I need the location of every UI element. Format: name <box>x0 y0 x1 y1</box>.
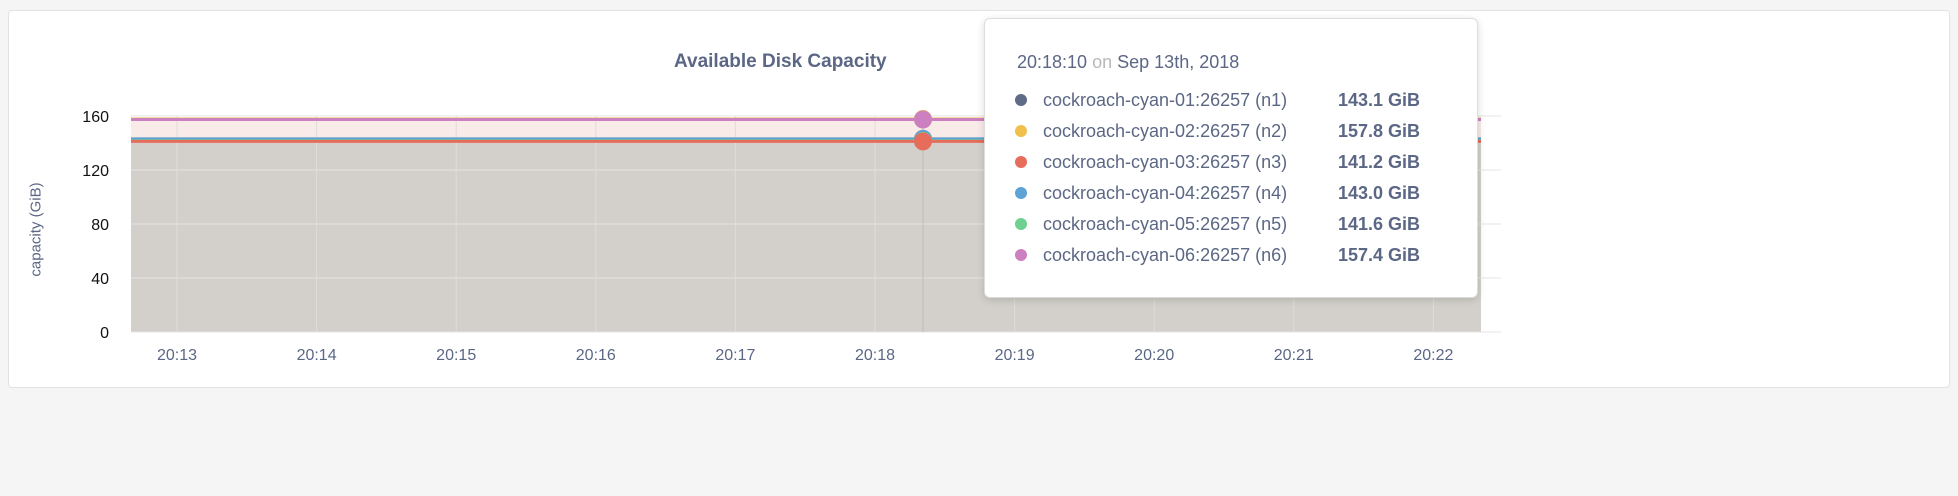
tooltip-row: cockroach-cyan-05:26257 (n5) 141.6 GiB <box>1015 209 1420 239</box>
x-tick-label: 20:22 <box>1413 347 1453 364</box>
hover-point <box>914 132 932 151</box>
y-tick-label: 120 <box>82 163 109 180</box>
x-tick-label: 20:21 <box>1274 347 1314 364</box>
tooltip-row: cockroach-cyan-03:26257 (n3) 141.2 GiB <box>1015 147 1420 177</box>
tooltip-value: 143.0 GiB <box>1338 182 1421 203</box>
tooltip-date: Sep 13th, 2018 <box>1117 52 1240 72</box>
series-dot-icon <box>1015 218 1027 230</box>
series-dot-icon <box>1015 156 1027 168</box>
y-tick-label: 160 <box>82 109 109 126</box>
chart-title: Available Disk Capacity <box>674 51 887 72</box>
tooltip-time: 20:18:10 <box>1017 52 1088 72</box>
y-tick-label: 0 <box>100 325 109 342</box>
series-dot-icon <box>1015 249 1027 261</box>
x-tick-label: 20:19 <box>995 347 1035 364</box>
tooltip-value: 141.6 GiB <box>1338 213 1421 234</box>
x-tick-label: 20:18 <box>855 347 895 364</box>
x-tick-label: 20:13 <box>157 347 197 364</box>
chart-plot[interactable]: 0 40 80 120 160 20:13 20:14 20:15 20:16 20:17 20:1… <box>9 11 1949 387</box>
series-dot-icon <box>1015 187 1027 199</box>
tooltip: 20:18:10 on Sep 13th, 2018 cockroach-cya… <box>984 18 1478 298</box>
hover-point <box>914 110 932 129</box>
y-axis-label: capacity (GiB) <box>27 182 45 277</box>
tooltip-value: 157.4 GiB <box>1338 244 1421 265</box>
tooltip-value: 141.2 GiB <box>1338 151 1421 172</box>
tooltip-row: cockroach-cyan-02:26257 (n2) 157.8 GiB <box>1015 116 1420 146</box>
tooltip-series-name: cockroach-cyan-02:26257 (n2) <box>1043 120 1288 141</box>
x-tick-label: 20:20 <box>1134 347 1174 364</box>
tooltip-series-name: cockroach-cyan-05:26257 (n5) <box>1043 213 1288 234</box>
tooltip-series-name: cockroach-cyan-03:26257 (n3) <box>1043 151 1288 172</box>
y-tick-label: 80 <box>91 217 109 234</box>
x-tick-label: 20:16 <box>576 347 616 364</box>
series-dot-icon <box>1015 94 1027 106</box>
y-tick-label: 40 <box>91 271 109 288</box>
tooltip-on: on <box>1092 52 1113 72</box>
x-tick-label: 20:15 <box>436 347 476 364</box>
tooltip-series-name: cockroach-cyan-01:26257 (n1) <box>1043 89 1288 110</box>
x-tick-label: 20:17 <box>715 347 755 364</box>
tooltip-series-name: cockroach-cyan-04:26257 (n4) <box>1043 182 1288 203</box>
x-tick-label: 20:14 <box>297 347 337 364</box>
tooltip-row: cockroach-cyan-06:26257 (n6) 157.4 GiB <box>1015 240 1420 270</box>
tooltip-header: 20:18:10 on Sep 13th, 2018 <box>1017 52 1239 73</box>
tooltip-row: cockroach-cyan-04:26257 (n4) 143.0 GiB <box>1015 178 1420 208</box>
tooltip-series-name: cockroach-cyan-06:26257 (n6) <box>1043 244 1288 265</box>
tooltip-value: 143.1 GiB <box>1338 89 1421 110</box>
series-dot-icon <box>1015 125 1027 137</box>
tooltip-row: cockroach-cyan-01:26257 (n1) 143.1 GiB <box>1015 85 1420 115</box>
chart-card: 0 40 80 120 160 20:13 20:14 20:15 20:16 20:17 20:1… <box>8 10 1950 388</box>
tooltip-value: 157.8 GiB <box>1338 120 1421 141</box>
